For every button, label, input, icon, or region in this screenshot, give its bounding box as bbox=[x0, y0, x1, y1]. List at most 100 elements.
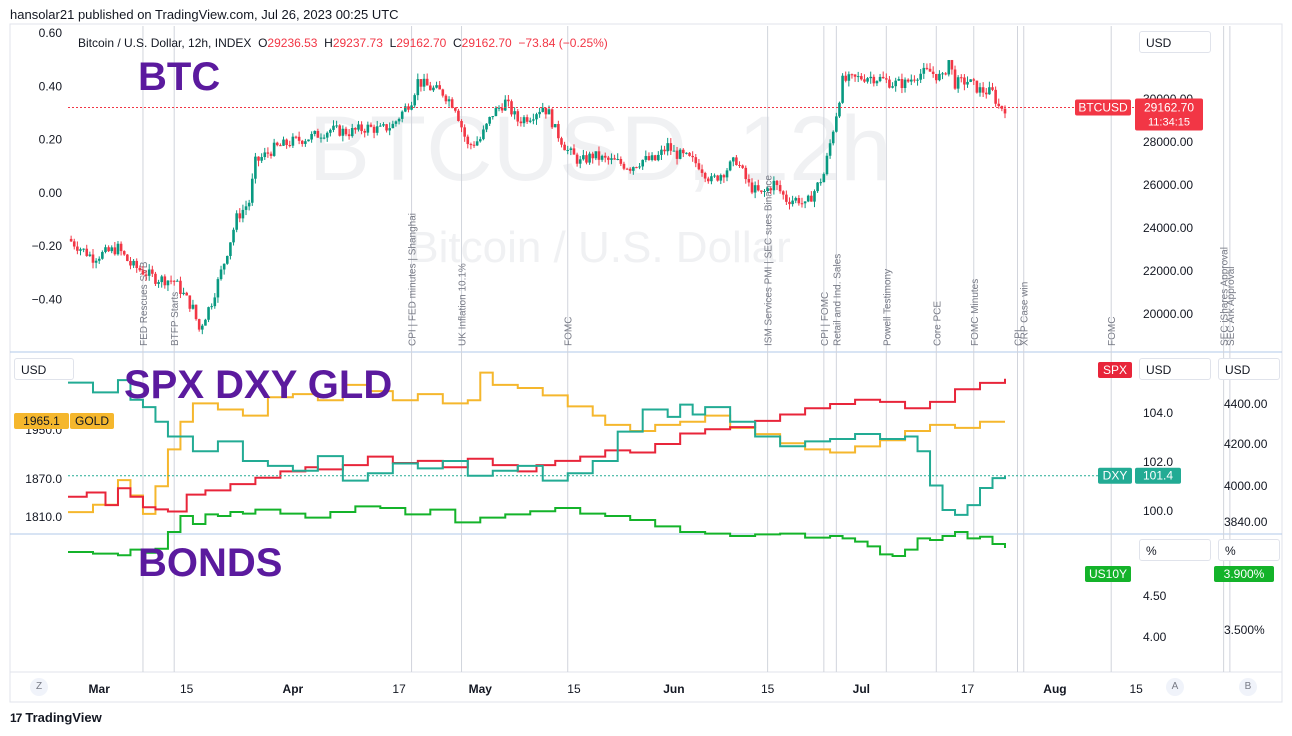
btc-candle bbox=[460, 120, 463, 128]
btc-candle bbox=[335, 125, 338, 127]
btc-candle bbox=[369, 124, 373, 127]
spx-currency-button[interactable]: USD bbox=[1218, 358, 1280, 380]
btc-candle bbox=[988, 87, 991, 95]
event-label: FOMC bbox=[564, 317, 575, 346]
btc-candle bbox=[672, 150, 676, 152]
btc-candle bbox=[853, 74, 857, 77]
btc-candle bbox=[179, 280, 182, 295]
btc-candle bbox=[316, 130, 320, 138]
us10y-value-tag-bg bbox=[1214, 566, 1274, 582]
btc-candle bbox=[928, 68, 932, 72]
btc-candle bbox=[204, 319, 207, 326]
zoom-button[interactable]: Z bbox=[30, 678, 48, 696]
auto-scale-button[interactable]: A bbox=[1166, 678, 1184, 696]
btc-currency-button[interactable]: USD bbox=[1139, 31, 1211, 53]
btc-candle bbox=[691, 155, 694, 158]
btc-candle bbox=[354, 128, 357, 130]
btc-candle bbox=[350, 128, 354, 137]
tradingview-logo[interactable]: 17 TradingView bbox=[10, 710, 102, 725]
btc-price-tick: 20000.00 bbox=[1143, 307, 1193, 321]
btc-candle bbox=[366, 124, 370, 133]
btc-candle bbox=[338, 125, 342, 136]
time-axis-tick: Mar bbox=[89, 682, 111, 696]
bonds-unit-button[interactable]: % bbox=[1139, 539, 1211, 561]
spx-series-line bbox=[68, 378, 1006, 513]
btc-candle bbox=[850, 74, 854, 76]
btc-candle bbox=[953, 69, 957, 89]
time-axis-tick: 17 bbox=[392, 682, 406, 696]
dxy-currency-button[interactable]: USD bbox=[1139, 358, 1211, 380]
btc-candle bbox=[463, 127, 466, 137]
btc-candle bbox=[878, 76, 882, 82]
event-label: CPI | FED minutes | Shanghai bbox=[408, 213, 419, 346]
btc-candle bbox=[753, 185, 757, 193]
us10y-name-tag-bg bbox=[1085, 566, 1131, 582]
btc-candle bbox=[263, 152, 267, 158]
event-label: FOMC Minutes bbox=[970, 279, 981, 346]
btc-candle bbox=[535, 114, 538, 120]
btc-candle bbox=[566, 149, 570, 151]
btc-candle bbox=[494, 108, 498, 117]
btc-candle bbox=[113, 247, 117, 255]
btc-candle bbox=[82, 248, 85, 250]
btc-candle bbox=[482, 129, 485, 140]
btc-candle bbox=[547, 109, 551, 115]
btc-candle bbox=[900, 78, 904, 89]
gold-value-tag: 1965.1 bbox=[23, 414, 60, 428]
btc-candle bbox=[722, 175, 726, 178]
btc-candle bbox=[107, 247, 110, 252]
btc-candle bbox=[357, 124, 360, 130]
btc-candle bbox=[235, 213, 238, 230]
btc-candle bbox=[875, 81, 879, 84]
btc-last-price: 29162.70 bbox=[1144, 100, 1194, 114]
scale-b-button[interactable]: B bbox=[1239, 678, 1257, 696]
btc-candle bbox=[232, 229, 235, 243]
btc-candle bbox=[553, 124, 557, 128]
btc-candle bbox=[435, 85, 438, 88]
btc-candle bbox=[763, 190, 766, 192]
btc-candle bbox=[410, 105, 413, 110]
gold-axis-tick: 1870.0 bbox=[25, 472, 62, 486]
btc-candle bbox=[151, 269, 154, 274]
btc-candle bbox=[557, 124, 560, 139]
time-axis-tick: May bbox=[469, 682, 493, 696]
btc-candle bbox=[791, 200, 794, 205]
btc-candle bbox=[385, 124, 388, 131]
btc-candle bbox=[104, 247, 107, 253]
btc-candle bbox=[97, 258, 101, 261]
btc-candle bbox=[288, 145, 292, 147]
btc-candle bbox=[457, 110, 460, 121]
btc-candle bbox=[975, 80, 979, 93]
us10y-value-tag: 3.900% bbox=[1224, 567, 1265, 581]
btc-candle bbox=[644, 156, 648, 160]
btc-left-tick: 0.20 bbox=[39, 133, 63, 147]
gold-currency-button[interactable]: USD bbox=[14, 358, 74, 380]
btc-candle bbox=[507, 99, 510, 102]
btc-candle bbox=[528, 120, 532, 122]
btc-candle bbox=[229, 242, 232, 256]
btc-candle bbox=[297, 136, 301, 141]
btc-candle bbox=[422, 78, 426, 87]
btc-candle bbox=[794, 198, 798, 201]
btc-candle bbox=[332, 125, 335, 130]
btc-candle bbox=[469, 144, 473, 146]
btc-candle bbox=[613, 158, 616, 160]
btc-candle bbox=[550, 109, 554, 128]
btc-candle bbox=[591, 153, 595, 159]
event-label: BTFP Starts bbox=[170, 292, 181, 346]
btc-candle bbox=[841, 75, 844, 103]
bonds-unit-button-2[interactable]: % bbox=[1218, 539, 1280, 561]
low-value: 29162.70 bbox=[396, 36, 447, 50]
btc-candle bbox=[747, 179, 751, 183]
event-label: CPI | FOMC bbox=[820, 292, 831, 346]
close-value: 29162.70 bbox=[461, 36, 512, 50]
btc-candle bbox=[588, 153, 591, 163]
btc-candle bbox=[485, 123, 488, 130]
btc-candle bbox=[544, 107, 548, 115]
btc-title: BTC bbox=[138, 55, 220, 99]
btc-candle bbox=[925, 67, 929, 69]
time-axis-tick: 15 bbox=[180, 682, 194, 696]
btc-candle bbox=[247, 202, 251, 207]
time-axis-tick: 15 bbox=[1130, 682, 1144, 696]
